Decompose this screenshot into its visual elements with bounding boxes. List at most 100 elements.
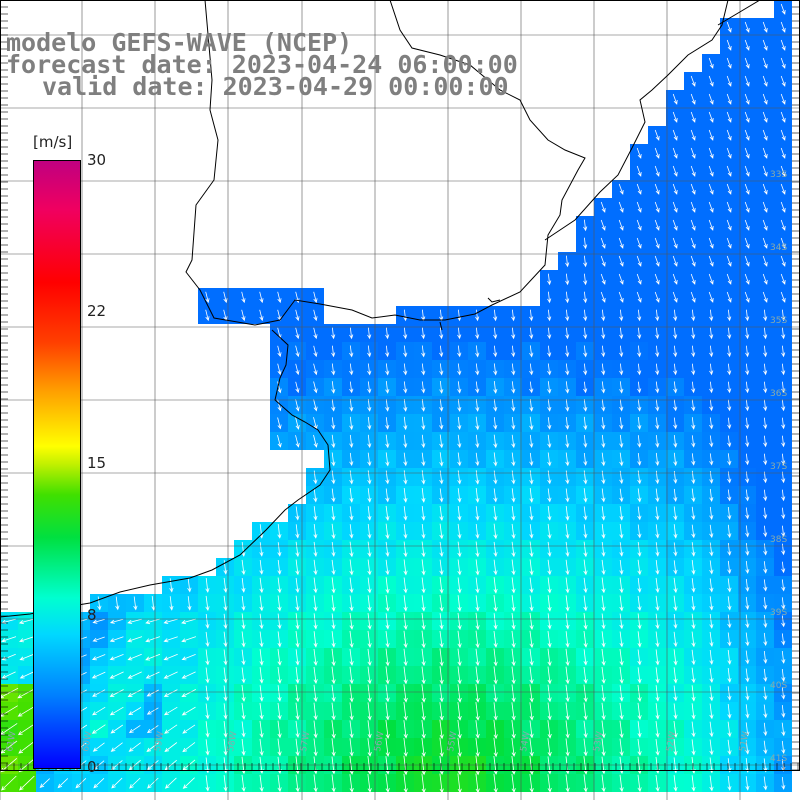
wind-arrow xyxy=(127,671,142,679)
colorbar-tick-30: 30 xyxy=(87,151,107,169)
wind-arrow xyxy=(637,721,642,738)
wind-arrow xyxy=(259,577,264,594)
wind-arrow xyxy=(619,685,624,702)
wind-arrow xyxy=(19,653,34,661)
wind-arrow xyxy=(128,742,141,752)
wind-arrow xyxy=(223,703,228,720)
wind-arrow xyxy=(619,649,624,666)
wind-arrow xyxy=(618,291,624,303)
wind-arrow xyxy=(726,93,732,105)
wind-arrow xyxy=(781,327,786,340)
wind-arrow xyxy=(565,541,570,558)
wind-arrow xyxy=(637,381,642,394)
wind-arrow xyxy=(385,773,390,793)
wind-arrow xyxy=(223,775,228,792)
wind-arrow xyxy=(726,273,732,285)
wind-arrow xyxy=(690,147,696,159)
wind-arrow xyxy=(331,738,336,757)
wind-arrow xyxy=(367,523,372,539)
wind-arrow xyxy=(511,434,516,449)
wind-arrow xyxy=(691,506,696,521)
wind-arrow xyxy=(655,613,660,630)
wind-arrow xyxy=(709,739,714,756)
wind-arrow xyxy=(475,381,480,394)
wind-arrow xyxy=(727,578,732,593)
wind-arrow xyxy=(349,541,354,558)
wind-arrow xyxy=(565,291,570,304)
wind-arrow xyxy=(421,416,426,431)
wind-arrow xyxy=(403,506,408,521)
wind-arrow xyxy=(708,183,714,195)
wind-arrow xyxy=(313,631,318,648)
wind-arrow xyxy=(673,435,678,448)
wind-arrow xyxy=(672,93,678,105)
wind-arrow xyxy=(511,720,516,739)
wind-arrow xyxy=(763,345,768,358)
wind-arrow xyxy=(403,684,408,703)
wind-arrow xyxy=(367,399,372,412)
longitude-label: 56W xyxy=(373,731,386,753)
wind-arrow xyxy=(439,434,444,449)
wind-arrow xyxy=(565,452,570,467)
wind-arrow xyxy=(672,273,678,285)
wind-arrow xyxy=(205,613,210,629)
wind-arrow xyxy=(637,684,642,703)
wind-arrow xyxy=(691,578,696,593)
wind-arrow xyxy=(619,434,624,449)
wind-arrow xyxy=(583,237,588,250)
wind-arrow xyxy=(259,613,264,630)
wind-arrow xyxy=(475,345,480,358)
wind-arrow xyxy=(745,704,750,719)
wind-arrow xyxy=(601,488,606,503)
wind-arrow xyxy=(313,434,318,448)
wind-arrow xyxy=(744,255,750,267)
wind-arrow xyxy=(457,399,462,412)
wind-arrow xyxy=(367,416,372,431)
wind-arrow xyxy=(781,740,786,755)
wind-arrow xyxy=(727,649,732,665)
wind-arrow xyxy=(619,452,624,467)
wind-arrow xyxy=(349,648,354,666)
wind-arrow xyxy=(349,720,354,739)
wind-arrow xyxy=(690,75,696,87)
latitude-label: 33S xyxy=(770,170,787,180)
wind-arrow xyxy=(313,648,318,666)
wind-arrow xyxy=(601,648,606,666)
wind-arrow xyxy=(781,471,786,484)
wind-arrow xyxy=(385,541,390,558)
wind-arrow xyxy=(146,689,159,697)
wind-arrow xyxy=(475,737,480,758)
wind-arrow xyxy=(277,702,282,720)
wind-arrow xyxy=(690,201,696,213)
wind-arrow xyxy=(439,380,444,394)
wind-arrow xyxy=(583,291,588,304)
wind-arrow xyxy=(745,740,750,755)
wind-arrow xyxy=(780,291,786,303)
wind-arrow xyxy=(529,506,534,521)
wind-arrow xyxy=(781,776,786,790)
wind-arrow xyxy=(439,648,444,667)
wind-arrow xyxy=(331,684,336,703)
wind-arrow xyxy=(511,648,516,667)
wind-arrow xyxy=(780,21,786,33)
wind-arrow xyxy=(601,524,606,539)
wind-arrow xyxy=(583,666,588,684)
wind-arrow xyxy=(583,684,588,703)
wind-arrow xyxy=(259,309,264,322)
wind-arrow xyxy=(349,577,354,594)
wind-arrow xyxy=(745,722,750,737)
wind-arrow xyxy=(493,488,498,503)
wind-arrow xyxy=(403,559,408,576)
wind-arrow xyxy=(762,237,768,249)
wind-arrow xyxy=(349,506,354,521)
wind-arrow xyxy=(241,667,246,684)
wind-arrow xyxy=(277,685,282,702)
wind-arrow xyxy=(619,506,624,521)
wind-arrow xyxy=(109,654,124,661)
wind-arrow xyxy=(475,666,480,685)
wind-arrow xyxy=(475,648,480,667)
wind-arrow xyxy=(762,75,768,87)
wind-arrow xyxy=(349,452,354,467)
wind-arrow xyxy=(147,777,159,789)
wind-arrow xyxy=(726,165,732,177)
